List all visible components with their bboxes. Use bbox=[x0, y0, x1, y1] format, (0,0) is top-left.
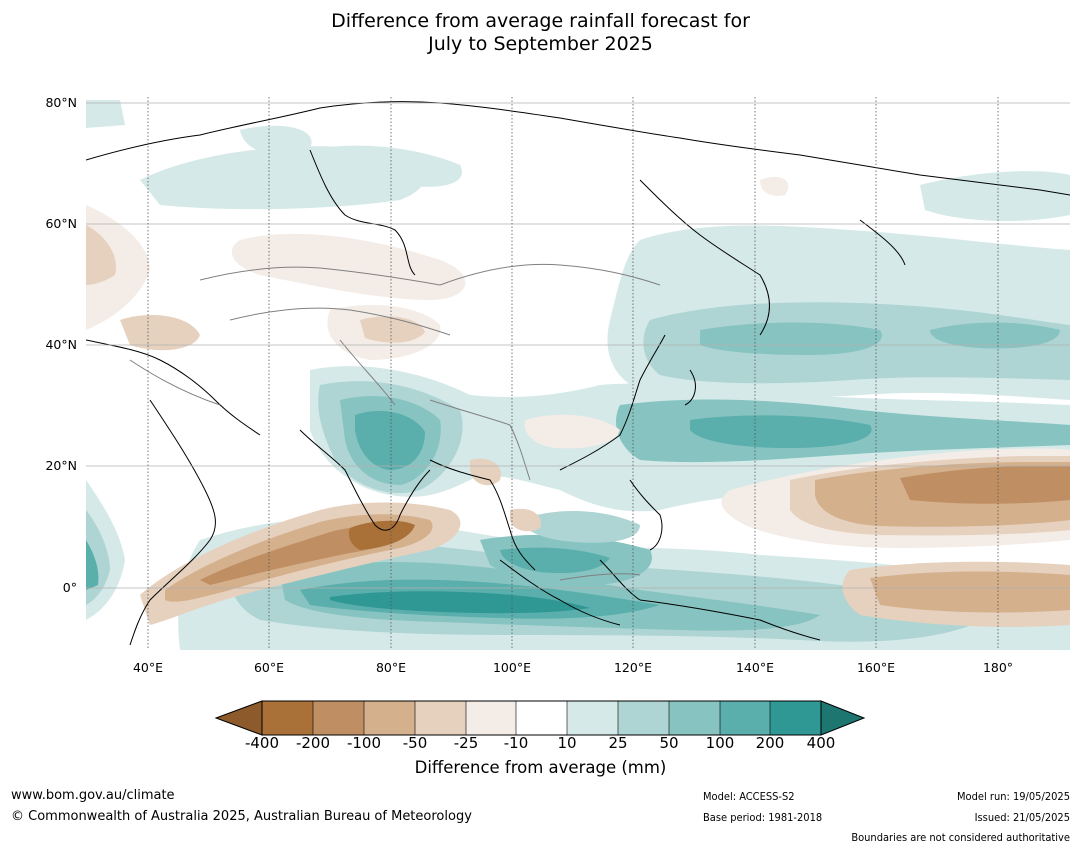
boundaries-disclaimer: Boundaries are not considered authoritat… bbox=[851, 831, 1070, 844]
colorbar-swatch-wet-200 bbox=[770, 701, 821, 735]
copyright-notice: © Commonwealth of Australia 2025, Austra… bbox=[11, 809, 472, 824]
colorbar-tick-400: 400 bbox=[807, 734, 836, 752]
colorbar-swatch-neutral bbox=[516, 701, 567, 735]
colorbar-swatch-wet-25 bbox=[618, 701, 669, 735]
colorbar-tick--10: -10 bbox=[504, 734, 529, 752]
colorbar-swatch-wet-50 bbox=[669, 701, 720, 735]
colorbar-swatch-dry-50 bbox=[415, 701, 466, 735]
rainfall-anomaly-shading bbox=[86, 100, 1070, 650]
lat-label-80n: 80°N bbox=[45, 95, 77, 110]
colorbar-swatch-dry-100 bbox=[364, 701, 415, 735]
colorbar-tick-10: 10 bbox=[557, 734, 576, 752]
lon-label-60e: 60°E bbox=[254, 660, 284, 675]
longitude-labels: 40°E 60°E 80°E 100°E 120°E 140°E 160°E 1… bbox=[133, 660, 1013, 675]
map-panel bbox=[86, 97, 1070, 650]
model-info: Model: ACCESS-S2 bbox=[703, 790, 795, 803]
colorbar-outline bbox=[261, 700, 822, 736]
base-period-info: Base period: 1981-2018 bbox=[703, 811, 823, 824]
title-line-2: July to September 2025 bbox=[428, 33, 653, 55]
colorbar-tick--400: -400 bbox=[245, 734, 279, 752]
lat-label-equator: 0° bbox=[63, 580, 77, 595]
lon-label-80e: 80°E bbox=[376, 660, 406, 675]
lat-label-20n: 20°N bbox=[45, 458, 77, 473]
lat-label-40n: 40°N bbox=[45, 337, 77, 352]
colorbar-tick-200: 200 bbox=[756, 734, 785, 752]
colorbar: -400 -200 -100 -50 -25 -10 10 25 50 100 … bbox=[214, 700, 866, 752]
lon-label-180: 180° bbox=[983, 660, 1013, 675]
colorbar-low-extend-arrow bbox=[214, 700, 263, 736]
colorbar-tick-50: 50 bbox=[659, 734, 678, 752]
graticule-parallels bbox=[86, 102, 1070, 589]
lon-label-40e: 40°E bbox=[133, 660, 163, 675]
lon-label-100e: 100°E bbox=[493, 660, 531, 675]
latitude-labels: 80°N 60°N 40°N 20°N 0° bbox=[45, 95, 77, 595]
website-link[interactable]: www.bom.gov.au/climate bbox=[11, 788, 175, 803]
colorbar-tick--200: -200 bbox=[296, 734, 330, 752]
graticule-meridians bbox=[147, 97, 999, 650]
title-line-1: Difference from average rainfall forecas… bbox=[331, 10, 750, 32]
lon-label-160e: 160°E bbox=[857, 660, 895, 675]
colorbar-tick--100: -100 bbox=[347, 734, 381, 752]
colorbar-swatch-dry-200 bbox=[313, 701, 364, 735]
lat-label-60n: 60°N bbox=[45, 216, 77, 231]
colorbar-caption: Difference from average (mm) bbox=[414, 758, 667, 777]
colorbar-tick-25: 25 bbox=[608, 734, 627, 752]
colorbar-tick-100: 100 bbox=[706, 734, 735, 752]
map-title: Difference from average rainfall forecas… bbox=[0, 10, 1081, 56]
colorbar-swatch-dry-25 bbox=[466, 701, 516, 735]
coastlines bbox=[86, 101, 1070, 646]
lon-label-140e: 140°E bbox=[736, 660, 774, 675]
colorbar-tick--25: -25 bbox=[454, 734, 479, 752]
colorbar-swatch-dry-400 bbox=[262, 701, 313, 735]
lon-label-120e: 120°E bbox=[614, 660, 652, 675]
colorbar-high-extend-arrow bbox=[820, 700, 866, 736]
colorbar-tick--50: -50 bbox=[403, 734, 428, 752]
issued-date: Issued: 21/05/2025 bbox=[974, 811, 1070, 824]
colorbar-swatch-wet-10 bbox=[567, 701, 618, 735]
model-run-date: Model run: 19/05/2025 bbox=[957, 790, 1070, 803]
colorbar-swatch-wet-100 bbox=[720, 701, 770, 735]
